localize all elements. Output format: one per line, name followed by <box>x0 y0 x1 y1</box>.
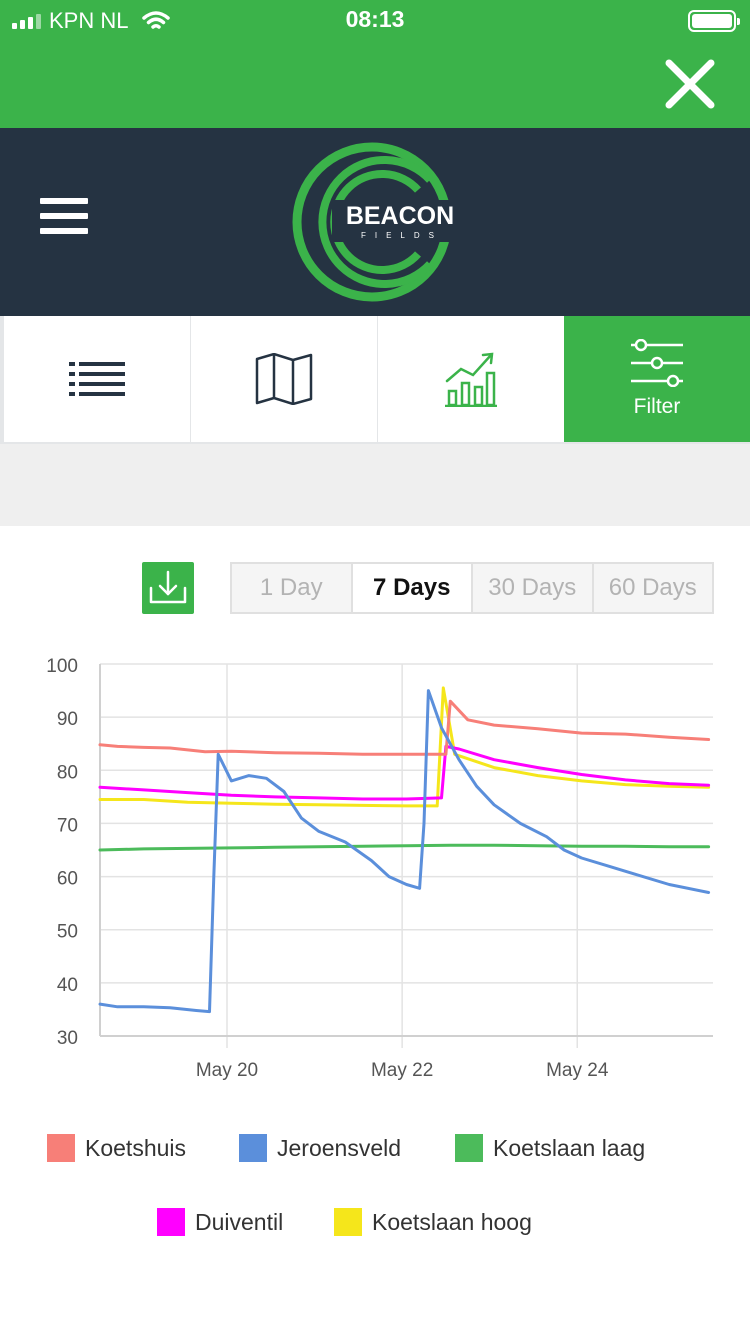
battery-icon <box>688 10 740 32</box>
legend-swatch <box>47 1134 75 1162</box>
y-tick-label: 50 <box>57 922 78 943</box>
list-icon <box>69 362 125 396</box>
download-button[interactable] <box>142 562 194 614</box>
y-tick-label: 100 <box>46 656 78 677</box>
legend-label: Jeroensveld <box>277 1134 402 1161</box>
x-tick-label: May 24 <box>546 1060 609 1081</box>
legend-label: Koetslaan hoog <box>372 1208 532 1235</box>
tab-filter[interactable]: Filter <box>564 316 750 442</box>
legend-item-koetshuis[interactable]: Koetshuis <box>47 1134 186 1162</box>
x-tick-label: May 22 <box>371 1060 433 1081</box>
view-tabs: Filter <box>0 316 750 444</box>
legend-item-koetslaan-hoog[interactable]: Koetslaan hoog <box>334 1208 532 1236</box>
y-tick-label: 30 <box>57 1028 78 1049</box>
legend-swatch <box>157 1208 185 1236</box>
tab-filter-label: Filter <box>633 395 681 418</box>
series-line-koetslaan-hoog <box>98 686 711 808</box>
range-30-days[interactable]: 30 Days <box>471 564 592 612</box>
legend-swatch <box>455 1134 483 1162</box>
series-line-jeroensveld <box>98 689 711 1014</box>
y-tick-label: 80 <box>57 762 78 783</box>
legend-label: Koetslaan laag <box>493 1134 646 1161</box>
tab-list[interactable] <box>0 316 190 442</box>
map-icon <box>255 353 313 405</box>
filter-sliders-icon <box>631 339 683 387</box>
filter-bar <box>0 444 750 526</box>
legend-label: Koetshuis <box>85 1134 187 1161</box>
status-bar: KPN NL 08:13 <box>0 0 750 128</box>
range-60-days[interactable]: 60 Days <box>591 564 713 612</box>
logo-text: BEACON <box>346 202 454 230</box>
y-tick-label: 90 <box>57 709 78 730</box>
legend-item-jeroensveld[interactable]: Jeroensveld <box>239 1134 401 1162</box>
carrier-indicator: KPN NL <box>12 8 171 34</box>
menu-button[interactable] <box>40 198 88 234</box>
wifi-icon <box>142 11 171 29</box>
close-icon <box>665 59 715 109</box>
legend-item-duiventil[interactable]: Duiventil <box>157 1208 283 1236</box>
y-tick-label: 60 <box>57 869 78 890</box>
signal-icon <box>12 13 41 29</box>
clock: 08:13 <box>345 6 405 32</box>
sensor-line-chart: 30 40 50 60 70 80 90 100 May 20 May 22 May 24 <box>46 656 713 1081</box>
legend-item-koetslaan-laag[interactable]: Koetslaan laag <box>455 1134 645 1162</box>
close-button[interactable] <box>664 58 716 110</box>
download-icon <box>149 570 187 604</box>
y-tick-label: 40 <box>57 975 78 996</box>
legend-label: Duiventil <box>195 1208 284 1235</box>
legend-swatch <box>334 1208 362 1236</box>
beacon-fields-logo: BEACON FIELDS <box>292 142 468 302</box>
series-line-koetshuis <box>98 699 711 756</box>
range-7-days[interactable]: 7 Days <box>350 564 471 612</box>
logo-subtext: FIELDS <box>361 231 443 240</box>
legend-swatch <box>239 1134 267 1162</box>
chart-icon <box>445 352 497 407</box>
y-tick-label: 70 <box>57 815 78 836</box>
x-tick-label: May 20 <box>196 1060 258 1081</box>
time-range-selector: 1 Day 7 Days 30 Days 60 Days <box>230 562 714 614</box>
series-line-koetslaan-laag <box>98 843 711 852</box>
tab-map[interactable] <box>190 316 377 442</box>
range-1-day[interactable]: 1 Day <box>259 574 323 601</box>
carrier-name: KPN NL <box>49 8 129 33</box>
tab-chart[interactable] <box>377 316 564 442</box>
